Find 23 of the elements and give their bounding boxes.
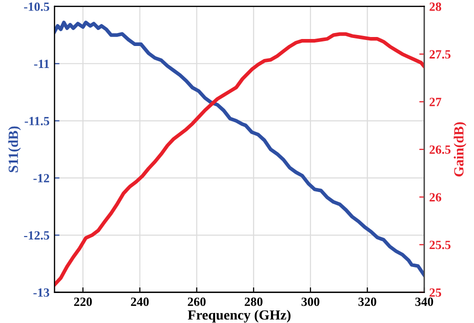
x-tick-label: 300 (302, 298, 320, 306)
y2-tick-label: 27 (430, 98, 442, 106)
y-tick-label: -12 (33, 174, 50, 182)
y2-axis-title: Gain(dB) (454, 122, 466, 176)
y-axis-title: S11(dB) (8, 126, 21, 172)
x-axis-title: Frequency (GHz) (188, 310, 291, 323)
y2-tick-label: 28 (430, 2, 442, 11)
y-tick-label: -10.5 (24, 2, 50, 11)
y-tick-label: -11.5 (24, 116, 50, 126)
x-tick-label: 280 (244, 298, 262, 306)
y2-tick-label: 25 (430, 288, 442, 297)
y2-tick-label: 25.5 (430, 240, 451, 250)
x-tick-label: 320 (358, 298, 376, 306)
y2-tick-label: 27.5 (430, 50, 451, 59)
y2-tick-label: 26 (430, 193, 442, 202)
y-tick-label: -12.5 (24, 231, 50, 240)
y-tick-label: -11 (34, 60, 50, 68)
y2-tick-label: 26.5 (430, 145, 451, 154)
x-tick-label: 240 (130, 298, 149, 306)
x-tick-label: 340 (415, 298, 434, 306)
x-tick-label: 220 (74, 298, 92, 306)
y-tick-label: -13 (33, 288, 50, 297)
x-tick-label: 260 (188, 298, 206, 306)
